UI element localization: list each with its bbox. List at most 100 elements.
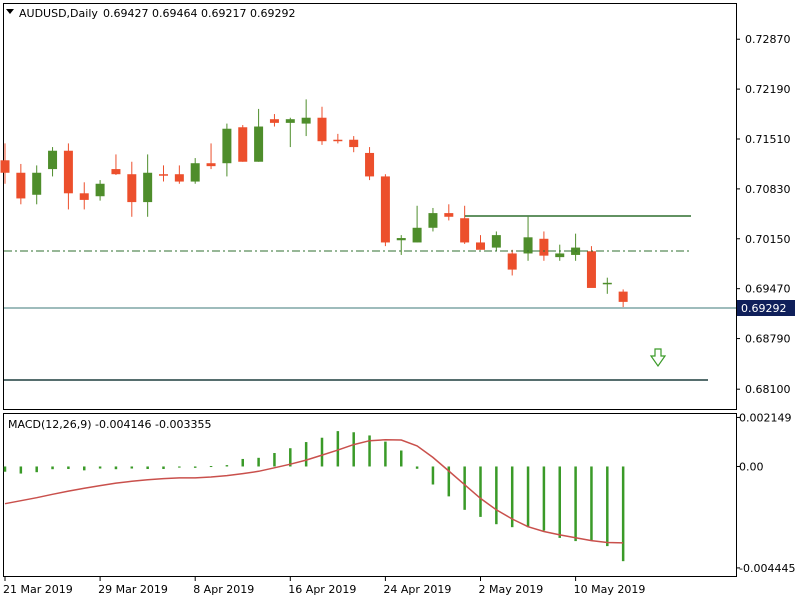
candle[interactable] xyxy=(16,163,26,205)
candle[interactable] xyxy=(0,143,10,184)
candle-body xyxy=(285,119,295,123)
price-tick-label: 0.72870 xyxy=(745,33,791,46)
candle[interactable] xyxy=(190,158,200,184)
candle-body xyxy=(127,174,137,203)
candle[interactable] xyxy=(238,125,248,162)
candle[interactable] xyxy=(571,233,581,261)
candle[interactable] xyxy=(301,99,311,137)
candle[interactable] xyxy=(618,289,628,308)
macd-histogram-bar xyxy=(130,466,134,469)
candle-body xyxy=(333,139,343,142)
candle-body xyxy=(159,174,168,176)
macd-histogram-bar xyxy=(558,466,561,538)
macd-histogram-bar xyxy=(320,437,324,467)
candle[interactable] xyxy=(380,174,390,247)
macd-histogram-bar xyxy=(463,466,466,510)
candle[interactable] xyxy=(476,235,485,250)
candle-body xyxy=(222,128,232,164)
candle[interactable] xyxy=(222,123,232,177)
candle-body xyxy=(586,251,596,288)
candle[interactable] xyxy=(507,249,517,276)
macd-histogram-bar xyxy=(574,466,577,542)
candle[interactable] xyxy=(206,143,216,170)
time-tick-label: 29 Mar 2019 xyxy=(98,583,168,596)
macd-histogram-bar xyxy=(431,466,435,485)
candle-body xyxy=(95,183,105,197)
candle[interactable] xyxy=(333,133,343,144)
candle-body xyxy=(460,218,470,243)
candle-body xyxy=(555,253,565,258)
macd-histogram-bar xyxy=(162,466,165,469)
time-tick-label: 10 May 2019 xyxy=(574,583,646,596)
candle[interactable] xyxy=(95,180,105,201)
candle[interactable] xyxy=(63,143,73,210)
macd-panel-frame xyxy=(3,413,737,577)
time-tick-label: 2 May 2019 xyxy=(479,583,544,596)
price-tick-label: 0.68790 xyxy=(745,333,791,346)
candle[interactable] xyxy=(491,231,501,252)
current-price-label: 0.69292 xyxy=(737,300,795,316)
macd-histogram-bar xyxy=(447,466,451,497)
candle-body xyxy=(63,150,73,194)
candle-body xyxy=(301,117,311,124)
time-tick-label: 16 Apr 2019 xyxy=(288,583,356,596)
candle[interactable] xyxy=(349,136,359,153)
price-tick-label: 0.69470 xyxy=(745,283,791,296)
candle[interactable] xyxy=(285,117,295,148)
candle-body xyxy=(396,238,406,241)
candle[interactable] xyxy=(254,108,264,162)
candle[interactable] xyxy=(428,207,438,232)
candle[interactable] xyxy=(48,147,58,177)
candle-body xyxy=(412,227,422,243)
down-arrow-icon xyxy=(649,348,667,368)
candle-body xyxy=(0,160,10,173)
price-tick-label: 0.70150 xyxy=(745,233,791,246)
macd-histogram-bar xyxy=(178,466,181,468)
candle[interactable] xyxy=(412,205,422,243)
macd-histogram-bar xyxy=(209,466,213,468)
price-tick-label: 0.71510 xyxy=(745,133,791,146)
macd-histogram-bar xyxy=(621,466,625,562)
macd-tick-label: -0.004445 xyxy=(739,562,795,575)
candle[interactable] xyxy=(365,147,375,181)
candle[interactable] xyxy=(143,154,153,217)
candle[interactable] xyxy=(174,165,184,184)
macd-histogram-bar xyxy=(83,466,86,471)
macd-histogram-bar xyxy=(257,457,260,467)
candle[interactable] xyxy=(602,277,612,294)
candle-body xyxy=(206,163,216,167)
macd-histogram-bar xyxy=(289,448,292,467)
macd-histogram-bar xyxy=(114,466,118,470)
candle[interactable] xyxy=(523,216,533,261)
macd-tick-label: 0.002149 xyxy=(739,411,792,424)
candle[interactable] xyxy=(111,154,121,175)
macd-histogram-bar xyxy=(304,442,308,467)
candle-body xyxy=(16,172,26,199)
candle[interactable] xyxy=(586,246,596,288)
macd-histogram-bar xyxy=(542,466,546,531)
candle-body xyxy=(143,172,153,203)
macd-title: MACD(12,26,9) -0.004146 -0.003355 xyxy=(8,418,211,431)
candle[interactable] xyxy=(460,205,470,244)
candle-body xyxy=(539,238,549,256)
price-tick-label: 0.70830 xyxy=(745,183,791,196)
candle-body xyxy=(174,174,184,182)
macd-histogram-bar xyxy=(510,466,514,528)
candle[interactable] xyxy=(444,204,454,221)
candle[interactable] xyxy=(127,161,137,217)
candle[interactable] xyxy=(79,182,89,210)
macd-histogram-bar xyxy=(526,466,530,528)
macd-histogram-bar xyxy=(352,432,355,467)
candle[interactable] xyxy=(159,165,168,182)
candle[interactable] xyxy=(317,106,327,145)
candle[interactable] xyxy=(539,231,549,261)
candle[interactable] xyxy=(269,114,279,127)
dropdown-triangle-icon[interactable] xyxy=(6,9,14,14)
candle-body xyxy=(317,117,327,142)
macd-tick-label: 0.00 xyxy=(739,460,764,473)
ohlc-values: 0.69427 0.69464 0.69217 0.69292 xyxy=(103,7,295,20)
candle[interactable] xyxy=(32,165,42,205)
candle[interactable] xyxy=(555,244,565,261)
macd-histogram-bar xyxy=(19,466,23,474)
candle[interactable] xyxy=(396,235,406,255)
